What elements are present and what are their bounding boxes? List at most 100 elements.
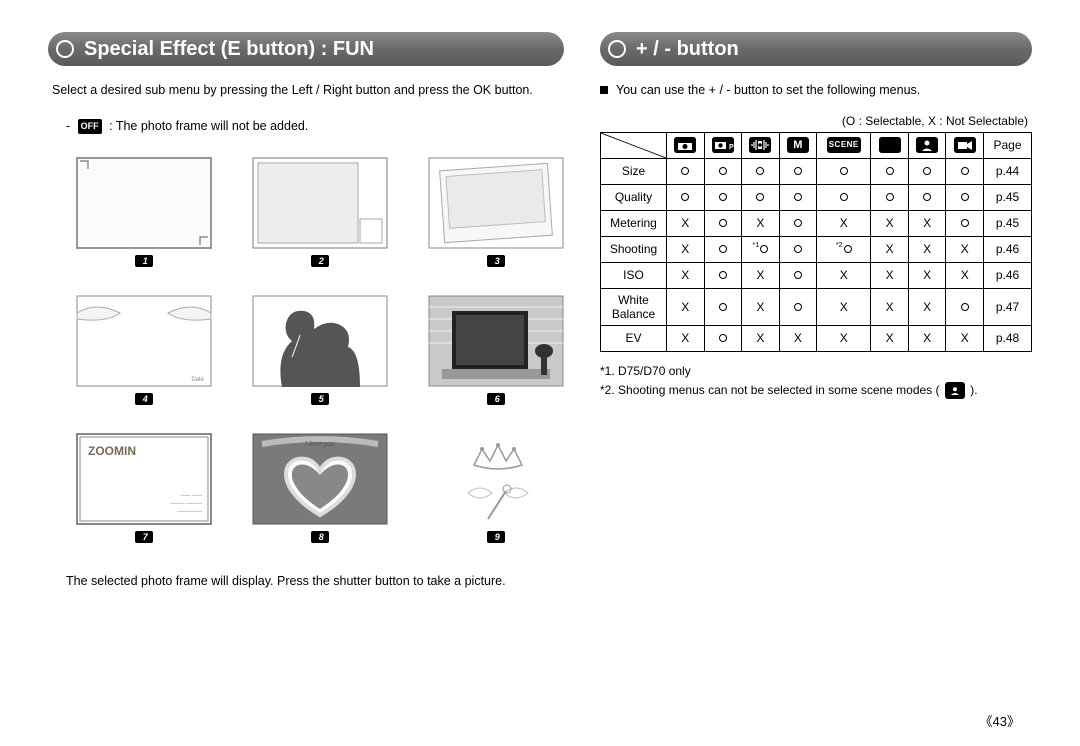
footnote-2: *2. Shooting menus can not be selected i… xyxy=(600,381,1032,400)
row-label: ISO xyxy=(601,262,667,288)
table-cell: X xyxy=(871,210,909,236)
table-cell: X xyxy=(871,325,909,351)
frame-label-1: 1 xyxy=(135,255,153,267)
mode-col-3 xyxy=(742,132,780,158)
table-cell xyxy=(704,236,742,262)
table-cell: X xyxy=(779,325,817,351)
svg-text:——— ———: ——— ——— xyxy=(171,501,202,507)
table-row: Quality p.45 xyxy=(601,184,1032,210)
table-cell: X xyxy=(817,262,871,288)
table-cell: X xyxy=(667,325,705,351)
page-cell: p.45 xyxy=(984,184,1032,210)
page-cell: p.46 xyxy=(984,262,1032,288)
table-header-row: P M SCENE Page xyxy=(601,132,1032,158)
row-label: Size xyxy=(601,158,667,184)
table-cell xyxy=(667,184,705,210)
svg-text:Date: Date xyxy=(191,377,204,383)
frames-grid: 1 2 xyxy=(76,157,564,543)
anti-shake-icon xyxy=(749,137,771,153)
frame-label-8: 8 xyxy=(311,531,329,543)
table-cell xyxy=(704,288,742,325)
row-label: EV xyxy=(601,325,667,351)
frame-thumb-4: Date xyxy=(76,295,212,387)
svg-text:—— ——: —— —— xyxy=(181,493,202,499)
frame-cell-9: 9 xyxy=(428,433,564,543)
table-cell xyxy=(908,158,946,184)
table-cell xyxy=(779,262,817,288)
frame-cell-7: ZOOMIN —— —— ——— ——— ————— 7 xyxy=(76,433,212,543)
table-legend: (O : Selectable, X : Not Selectable) xyxy=(600,114,1028,128)
frame-cell-1: 1 xyxy=(76,157,212,267)
portrait-icon xyxy=(916,137,938,153)
movie-icon xyxy=(954,137,976,153)
heading-bullet-icon xyxy=(608,40,626,58)
camera-auto-icon xyxy=(674,137,696,153)
table-row: ISOXXXXXXp.46 xyxy=(601,262,1032,288)
page-cell: p.48 xyxy=(984,325,1032,351)
table-cell: X xyxy=(908,288,946,325)
mode-col-6 xyxy=(871,132,909,158)
table-cell xyxy=(871,158,909,184)
frame-thumb-9 xyxy=(428,433,564,525)
row-label: Metering xyxy=(601,210,667,236)
table-cell: *2 xyxy=(817,236,871,262)
zoomin-text: ZOOMIN xyxy=(88,444,136,458)
table-cell: *1 xyxy=(742,236,780,262)
table-cell: X xyxy=(946,325,984,351)
table-cell: X xyxy=(946,236,984,262)
mode-col-2: P xyxy=(704,132,742,158)
table-cell: X xyxy=(817,288,871,325)
frame-cell-2: 2 xyxy=(252,157,388,267)
frame-label-4: 4 xyxy=(135,393,153,405)
row-label: Quality xyxy=(601,184,667,210)
frame-cell-6: 6 xyxy=(428,295,564,405)
mode-col-7 xyxy=(908,132,946,158)
frame-thumb-2 xyxy=(252,157,388,249)
frame-cell-5: 5 xyxy=(252,295,388,405)
frame-thumb-1 xyxy=(76,157,212,249)
scene-mode-chip-icon xyxy=(945,382,965,398)
frame-label-5: 5 xyxy=(311,393,329,405)
page-cell: p.47 xyxy=(984,288,1032,325)
camera-p-icon: P xyxy=(712,137,734,153)
scene-icon: SCENE xyxy=(827,137,861,153)
table-cell xyxy=(779,184,817,210)
table-cell xyxy=(946,288,984,325)
svg-text:I love you: I love you xyxy=(305,441,335,448)
table-cell xyxy=(779,236,817,262)
svg-text:P: P xyxy=(729,144,734,151)
frame-cell-3: 3 xyxy=(428,157,564,267)
table-row: ShootingX*1*2XXXp.46 xyxy=(601,236,1032,262)
table-cell xyxy=(704,184,742,210)
table-cell: X xyxy=(871,288,909,325)
table-row: EVXXXXXXXp.48 xyxy=(601,325,1032,351)
table-cell: X xyxy=(817,325,871,351)
table-cell xyxy=(704,210,742,236)
table-cell: X xyxy=(742,210,780,236)
row-label: WhiteBalance xyxy=(601,288,667,325)
heading-left-text: Special Effect (E button) : FUN xyxy=(84,38,374,61)
left-intro: Select a desired sub menu by pressing th… xyxy=(52,82,564,100)
table-cell: X xyxy=(817,210,871,236)
table-cell xyxy=(704,325,742,351)
left-column: Special Effect (E button) : FUN Select a… xyxy=(48,32,564,591)
page-cell: p.45 xyxy=(984,210,1032,236)
table-cell: X xyxy=(742,325,780,351)
frame-label-3: 3 xyxy=(487,255,505,267)
mode-col-5: SCENE xyxy=(817,132,871,158)
footnotes: *1. D75/D70 only *2. Shooting menus can … xyxy=(600,362,1032,400)
table-cell xyxy=(742,184,780,210)
frame-label-9: 9 xyxy=(487,531,505,543)
mode-col-8 xyxy=(946,132,984,158)
table-cell: X xyxy=(871,262,909,288)
night-icon xyxy=(879,137,901,153)
footnote-1: *1. D75/D70 only xyxy=(600,362,1032,381)
table-row: MeteringXXXXXp.45 xyxy=(601,210,1032,236)
table-cell: X xyxy=(667,236,705,262)
right-column: + / - button You can use the + / - butto… xyxy=(600,32,1032,591)
frame-label-7: 7 xyxy=(135,531,153,543)
row-label: Shooting xyxy=(601,236,667,262)
diag-header-cell xyxy=(601,132,667,158)
table-cell xyxy=(871,184,909,210)
off-desc: : The photo frame will not be added. xyxy=(109,119,308,133)
